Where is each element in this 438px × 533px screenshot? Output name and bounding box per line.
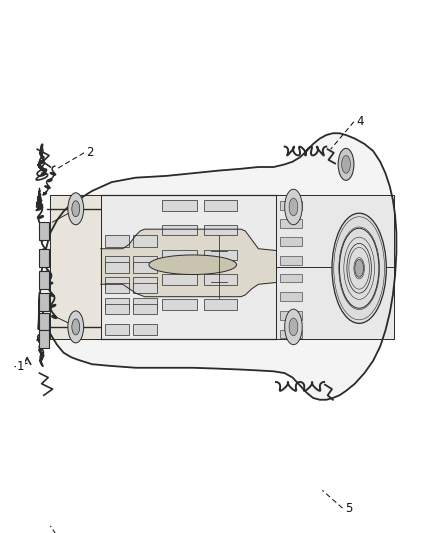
Bar — [204, 200, 237, 211]
Bar — [133, 277, 157, 288]
Bar — [162, 300, 197, 310]
Text: 1: 1 — [17, 360, 24, 374]
Bar — [133, 283, 157, 294]
Circle shape — [338, 148, 354, 180]
Polygon shape — [276, 196, 394, 340]
Bar — [133, 236, 157, 247]
Circle shape — [72, 201, 80, 217]
Circle shape — [355, 260, 364, 277]
Bar — [105, 262, 129, 273]
Circle shape — [342, 156, 350, 173]
Bar — [280, 311, 302, 320]
Bar — [162, 200, 197, 211]
Circle shape — [332, 213, 386, 324]
Polygon shape — [50, 196, 101, 340]
Bar — [162, 249, 197, 260]
Bar — [133, 256, 157, 268]
Bar — [39, 293, 49, 311]
Bar — [133, 262, 157, 273]
Bar — [105, 297, 129, 309]
Bar — [133, 324, 157, 335]
Text: 4: 4 — [356, 115, 364, 128]
Bar — [39, 222, 49, 240]
Bar — [39, 271, 49, 289]
Bar — [105, 256, 129, 268]
Bar — [280, 256, 302, 265]
Bar — [204, 274, 237, 285]
Circle shape — [285, 309, 302, 345]
Ellipse shape — [149, 255, 237, 274]
Bar — [105, 324, 129, 335]
Bar — [133, 297, 157, 309]
Bar — [204, 225, 237, 236]
Bar — [280, 273, 302, 282]
Bar — [105, 277, 129, 288]
Bar — [105, 283, 129, 294]
Circle shape — [289, 318, 298, 336]
Bar — [39, 249, 49, 266]
Bar — [162, 225, 197, 236]
Polygon shape — [101, 229, 276, 297]
Bar — [105, 236, 129, 247]
Text: 2: 2 — [86, 146, 94, 159]
Bar — [105, 303, 129, 314]
Bar — [39, 313, 49, 330]
Circle shape — [72, 319, 80, 335]
Bar — [280, 329, 302, 338]
Polygon shape — [39, 133, 396, 400]
Bar — [204, 300, 237, 310]
Bar — [39, 330, 49, 348]
Bar — [280, 292, 302, 301]
Bar — [162, 274, 197, 285]
Bar — [280, 219, 302, 228]
Circle shape — [289, 198, 298, 216]
Bar — [280, 238, 302, 246]
Bar — [204, 249, 237, 260]
Polygon shape — [101, 196, 276, 340]
Bar — [133, 303, 157, 314]
Text: 5: 5 — [345, 502, 352, 515]
Circle shape — [68, 311, 84, 343]
Circle shape — [68, 193, 84, 225]
Circle shape — [285, 189, 302, 225]
Bar — [280, 201, 302, 209]
